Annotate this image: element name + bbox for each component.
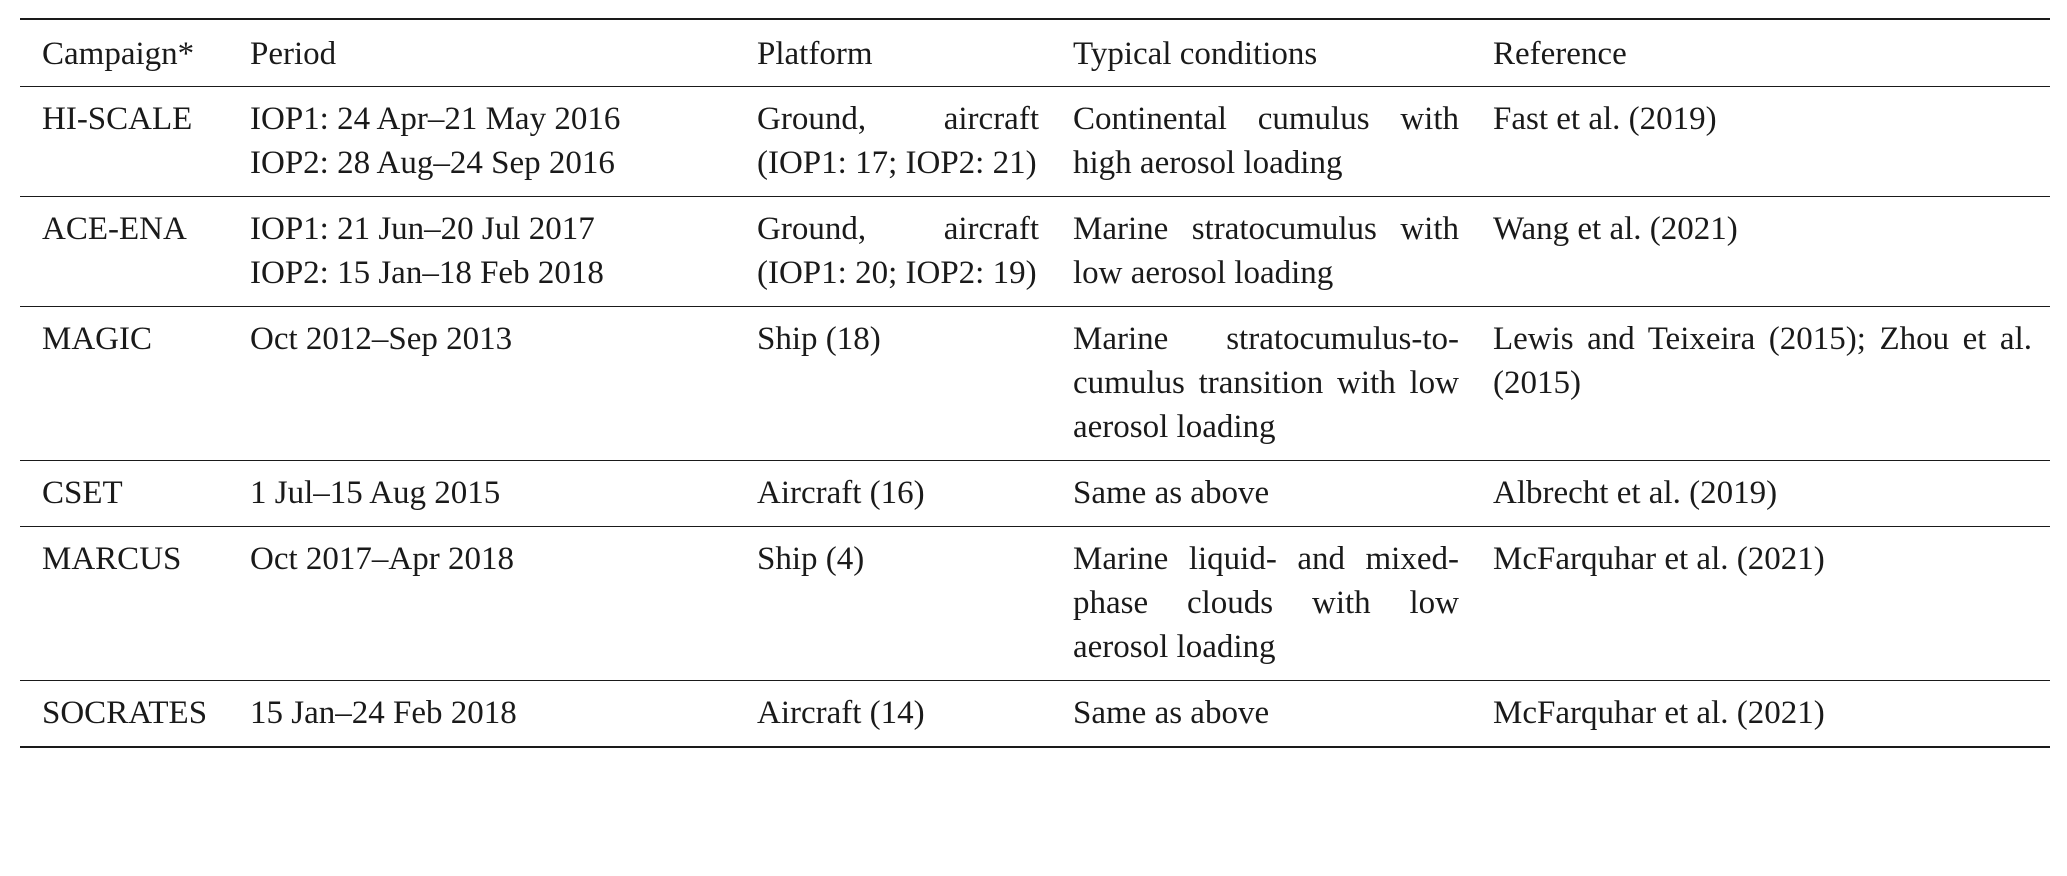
- cell-period: Oct 2017–Apr 2018: [228, 527, 735, 681]
- period-line: IOP1: 21 Jun–20 Jul 2017: [250, 211, 595, 247]
- cell-platform: Aircraft (14): [757, 695, 925, 731]
- cell-period: IOP1: 24 Apr–21 May 2016 IOP2: 28 Aug–24…: [228, 87, 735, 197]
- period-line: Oct 2012–Sep 2013: [250, 321, 513, 357]
- campaign-table-container: Campaign* Period Platform Typical condit…: [20, 18, 2050, 748]
- table-row: MAGIC Oct 2012–Sep 2013 Ship (18) Marine…: [20, 307, 2050, 461]
- cell-period: Oct 2012–Sep 2013: [228, 307, 735, 461]
- cell-reference: Albrecht et al. (2019): [1493, 475, 1778, 511]
- cell-reference: McFarquhar et al. (2021): [1493, 695, 1825, 731]
- cell-conditions: Same as above: [1073, 475, 1270, 511]
- header-row: Campaign* Period Platform Typical condit…: [20, 19, 2050, 87]
- cell-period: 15 Jan–24 Feb 2018: [228, 681, 735, 748]
- cell-reference: Lewis and Teixeira (2015); Zhou et al. (…: [1493, 321, 2032, 401]
- period-line: 15 Jan–24 Feb 2018: [250, 695, 517, 731]
- cell-conditions: Marine liquid- and mixed-phase clouds wi…: [1073, 541, 1459, 665]
- table-row: HI-SCALE IOP1: 24 Apr–21 May 2016 IOP2: …: [20, 87, 2050, 197]
- cell-campaign: ACE-ENA: [42, 211, 187, 247]
- table-header: Campaign* Period Platform Typical condit…: [20, 19, 2050, 87]
- cell-conditions: Same as above: [1073, 695, 1270, 731]
- cell-campaign: MAGIC: [42, 321, 153, 357]
- cell-conditions: Marine stratocumulus-to-cumulus transiti…: [1073, 321, 1459, 445]
- cell-reference: McFarquhar et al. (2021): [1493, 541, 1825, 577]
- period-line: IOP2: 28 Aug–24 Sep 2016: [250, 145, 615, 181]
- header-reference: Reference: [1493, 36, 1627, 72]
- cell-conditions: Marine stratocumulus with low aerosol lo…: [1073, 211, 1459, 291]
- period-line: IOP2: 15 Jan–18 Feb 2018: [250, 255, 604, 291]
- cell-platform: Ground, aircraft (IOP1: 17; IOP2: 21): [757, 101, 1039, 181]
- cell-platform: Ground, aircraft (IOP1: 20; IOP2: 19): [757, 211, 1039, 291]
- cell-campaign: SOCRATES: [42, 695, 208, 731]
- cell-campaign: HI-SCALE: [42, 101, 193, 137]
- period-line: 1 Jul–15 Aug 2015: [250, 475, 501, 511]
- cell-reference: Fast et al. (2019): [1493, 101, 1717, 137]
- cell-platform: Ship (4): [757, 541, 865, 577]
- table-row: ACE-ENA IOP1: 21 Jun–20 Jul 2017 IOP2: 1…: [20, 197, 2050, 307]
- table-row: SOCRATES 15 Jan–24 Feb 2018 Aircraft (14…: [20, 681, 2050, 748]
- cell-period: 1 Jul–15 Aug 2015: [228, 461, 735, 527]
- header-platform: Platform: [757, 36, 873, 72]
- period-line: Oct 2017–Apr 2018: [250, 541, 514, 577]
- period-line: IOP1: 24 Apr–21 May 2016: [250, 101, 621, 137]
- header-campaign: Campaign*: [42, 36, 195, 72]
- cell-campaign: CSET: [42, 475, 123, 511]
- cell-conditions: Continental cumulus with high aerosol lo…: [1073, 101, 1459, 181]
- table-row: MARCUS Oct 2017–Apr 2018 Ship (4) Marine…: [20, 527, 2050, 681]
- cell-platform: Aircraft (16): [757, 475, 925, 511]
- header-typical-conditions: Typical conditions: [1073, 36, 1318, 72]
- cell-campaign: MARCUS: [42, 541, 182, 577]
- campaign-table: Campaign* Period Platform Typical condit…: [20, 18, 2050, 748]
- cell-platform: Ship (18): [757, 321, 881, 357]
- cell-reference: Wang et al. (2021): [1493, 211, 1738, 247]
- table-row: CSET 1 Jul–15 Aug 2015 Aircraft (16) Sam…: [20, 461, 2050, 527]
- header-period: Period: [250, 36, 337, 72]
- table-body: HI-SCALE IOP1: 24 Apr–21 May 2016 IOP2: …: [20, 87, 2050, 748]
- cell-period: IOP1: 21 Jun–20 Jul 2017 IOP2: 15 Jan–18…: [228, 197, 735, 307]
